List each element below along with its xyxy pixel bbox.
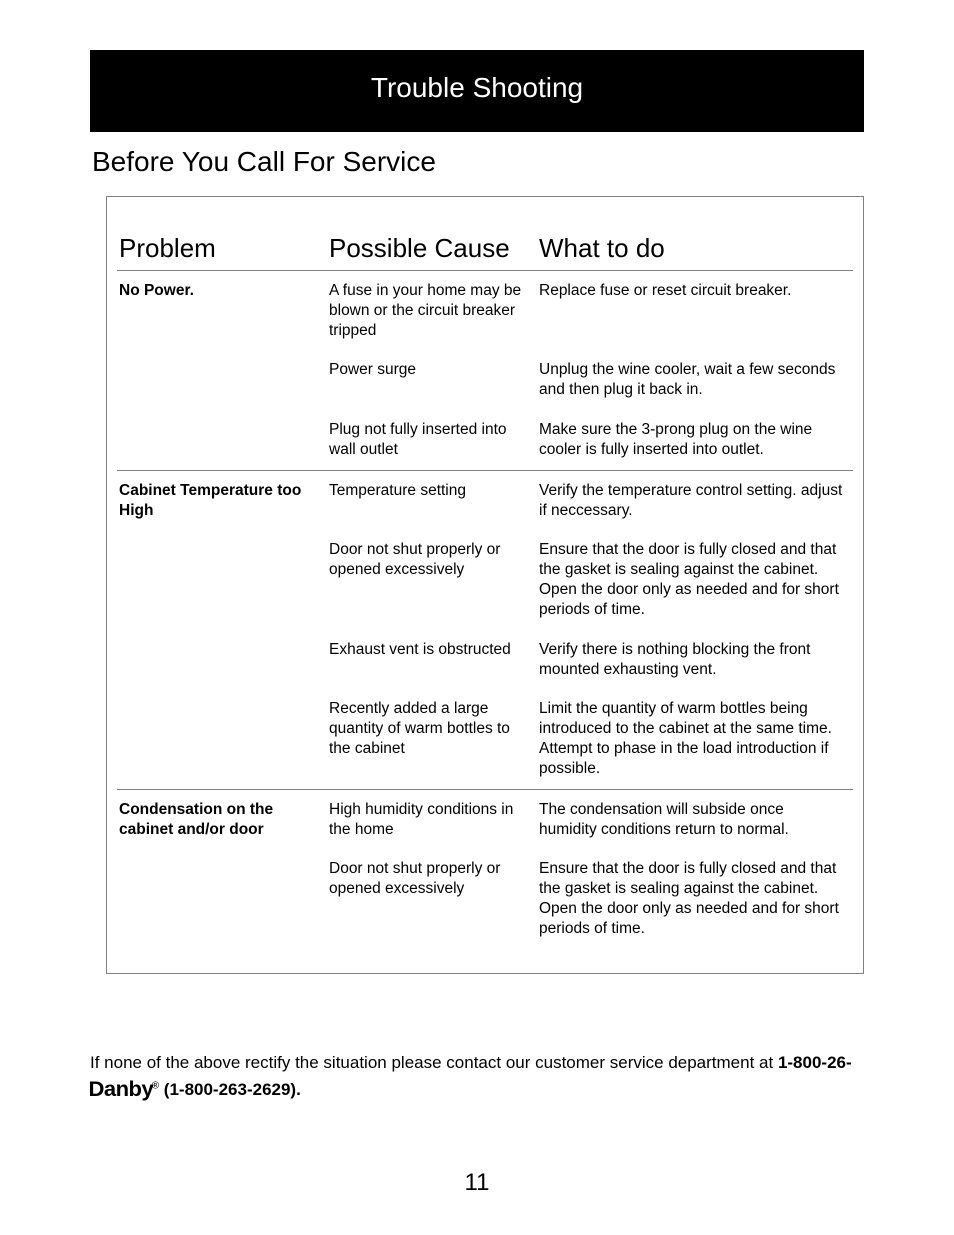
cell-problem — [117, 530, 327, 629]
cell-cause: Exhaust vent is obstructed — [327, 630, 537, 690]
subheading: Before You Call For Service — [92, 146, 864, 178]
cell-cause: Plug not fully inserted into wall outlet — [327, 410, 537, 470]
table-row: Recently added a large quantity of warm … — [117, 689, 853, 789]
cell-problem — [117, 689, 327, 789]
footer-pretext: If none of the above rectify the situati… — [90, 1053, 778, 1072]
page-title: Trouble Shooting — [371, 72, 583, 103]
cell-cause: Door not shut properly or opened excessi… — [327, 849, 537, 948]
cell-cause: High humidity conditions in the home — [327, 789, 537, 849]
page-number: 11 — [0, 1169, 954, 1197]
table-header-row: Problem Possible Cause What to do — [117, 233, 853, 271]
table-row: No Power.A fuse in your home may be blow… — [117, 271, 853, 351]
troubleshoot-table: Problem Possible Cause What to do No Pow… — [117, 233, 853, 949]
cell-what: Limit the quantity of warm bottles being… — [537, 689, 853, 789]
cell-cause: A fuse in your home may be blown or the … — [327, 271, 537, 351]
cell-problem: No Power. — [117, 271, 327, 351]
cell-problem: Condensation on the cabinet and/or door — [117, 789, 327, 849]
cell-cause: Door not shut properly or opened excessi… — [327, 530, 537, 629]
table-row: Exhaust vent is obstructedVerify there i… — [117, 630, 853, 690]
cell-cause: Power surge — [327, 350, 537, 410]
col-header-what: What to do — [537, 233, 853, 271]
cell-problem — [117, 630, 327, 690]
cell-problem — [117, 849, 327, 948]
col-header-cause: Possible Cause — [327, 233, 537, 271]
table-row: Plug not fully inserted into wall outlet… — [117, 410, 853, 470]
table-row: Cabinet Temperature too HighTemperature … — [117, 470, 853, 530]
table-row: Condensation on the cabinet and/or doorH… — [117, 789, 853, 849]
cell-problem — [117, 350, 327, 410]
cell-what: Ensure that the door is fully closed and… — [537, 849, 853, 948]
cell-what: Verify there is nothing blocking the fro… — [537, 630, 853, 690]
footer-phone-suffix: (1-800-263-2629). — [159, 1080, 301, 1099]
title-bar: Trouble Shooting — [90, 50, 864, 132]
cell-what: Ensure that the door is fully closed and… — [537, 530, 853, 629]
table-row: Power surgeUnplug the wine cooler, wait … — [117, 350, 853, 410]
cell-what: Unplug the wine cooler, wait a few secon… — [537, 350, 853, 410]
footer-note: If none of the above rectify the situati… — [90, 1052, 864, 1103]
table-row: Door not shut properly or opened excessi… — [117, 849, 853, 948]
page: Trouble Shooting Before You Call For Ser… — [0, 0, 954, 1235]
troubleshoot-table-wrap: Problem Possible Cause What to do No Pow… — [106, 196, 864, 974]
cell-what: Replace fuse or reset circuit breaker. — [537, 271, 853, 351]
cell-problem: Cabinet Temperature too High — [117, 470, 327, 530]
brand-logo: Danby — [88, 1076, 153, 1104]
footer-phone-prefix: 1-800-26- — [778, 1053, 852, 1072]
table-row: Door not shut properly or opened excessi… — [117, 530, 853, 629]
cell-what: Verify the temperature control setting. … — [537, 470, 853, 530]
table-body: No Power.A fuse in your home may be blow… — [117, 271, 853, 949]
cell-what: Make sure the 3-prong plug on the wine c… — [537, 410, 853, 470]
cell-cause: Temperature setting — [327, 470, 537, 530]
cell-cause: Recently added a large quantity of warm … — [327, 689, 537, 789]
col-header-problem: Problem — [117, 233, 327, 271]
cell-problem — [117, 410, 327, 470]
cell-what: The condensation will subside once humid… — [537, 789, 853, 849]
